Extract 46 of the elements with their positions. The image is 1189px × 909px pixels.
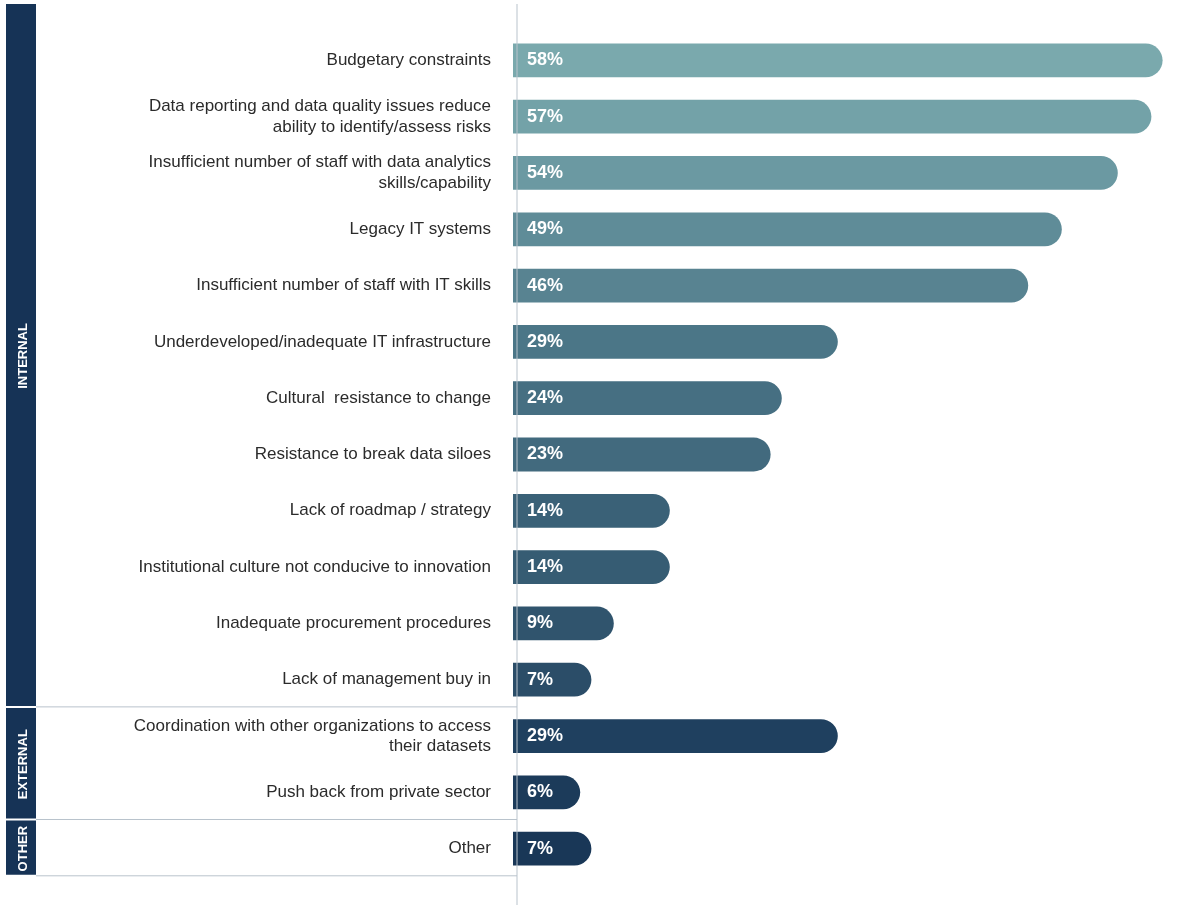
y-tick-label: Cultural resistance to change xyxy=(266,387,491,407)
data-label: 29% xyxy=(527,330,564,351)
bar xyxy=(513,325,838,359)
bar xyxy=(513,99,1152,134)
y-tick-label: Coordination with other organizations to access their datasets xyxy=(133,715,491,755)
y-tick-label: Lack of roadmap / strategy xyxy=(289,500,492,520)
data-label: 58% xyxy=(527,49,564,70)
bar xyxy=(513,831,592,866)
data-label: 49% xyxy=(527,218,564,239)
y-tick-label: Resistance to break data siloes xyxy=(254,444,491,464)
bar xyxy=(513,437,771,472)
bar xyxy=(513,212,1062,247)
bar xyxy=(513,268,1029,303)
data-label: 46% xyxy=(527,274,564,295)
bar xyxy=(513,156,1118,190)
text: EXTERNAL xyxy=(14,729,30,800)
bar xyxy=(513,381,782,416)
data-label: 9% xyxy=(527,612,554,633)
bar xyxy=(513,550,670,585)
text: OTHER xyxy=(14,825,30,872)
data-label: 24% xyxy=(527,387,564,408)
y-tick-label: Insufficient number of staff with data analytics skills/capability xyxy=(148,152,492,192)
data-label: 23% xyxy=(527,443,564,464)
bar xyxy=(513,493,670,528)
data-label: 7% xyxy=(527,668,554,689)
data-label: 29% xyxy=(527,725,564,745)
data-label: 14% xyxy=(527,499,564,520)
data-label: 6% xyxy=(527,781,554,802)
y-tick-label: Other xyxy=(448,838,492,858)
y-tick-label: Insufficient number of staff with IT skills xyxy=(196,275,491,295)
y-tick-label: Data reporting and data quality issues reduce ability to identify/assess risks xyxy=(148,96,491,136)
data-label: 14% xyxy=(527,556,564,577)
y-tick-label: Push back from private sector xyxy=(266,782,492,802)
y-tick-label: Underdeveloped/inadequate IT infrastructure xyxy=(153,331,491,351)
bar xyxy=(513,719,838,753)
y-tick-label: Legacy IT systems xyxy=(349,218,491,238)
y-tick-label: Lack of management buy in xyxy=(282,669,491,689)
bar xyxy=(513,662,592,697)
y-tick-label: Inadequate procurement procedures xyxy=(215,613,491,633)
text: INTERNAL xyxy=(14,323,30,389)
data-label: 54% xyxy=(527,161,564,182)
data-label: 57% xyxy=(527,105,564,126)
y-tick-label: Budgetary constraints xyxy=(326,50,491,70)
data-label: 7% xyxy=(527,837,554,858)
bar xyxy=(513,43,1163,78)
y-tick-label: Institutional culture not conducive to innovation xyxy=(138,556,491,576)
